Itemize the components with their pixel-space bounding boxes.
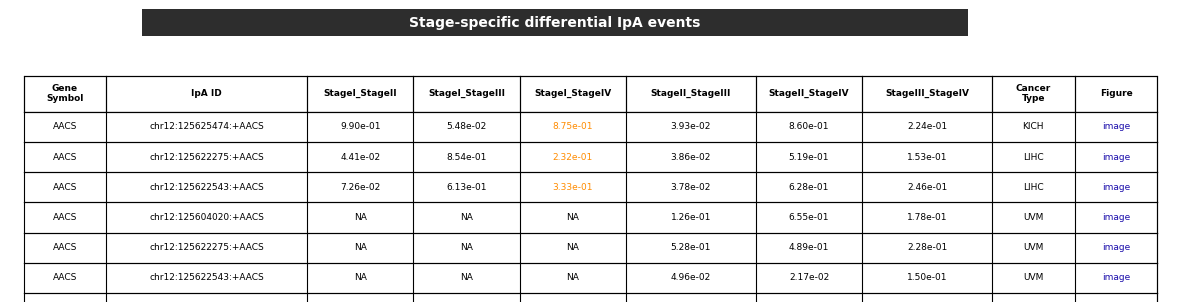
Text: 4.89e-01: 4.89e-01: [789, 243, 829, 252]
Text: 3.93e-02: 3.93e-02: [671, 122, 711, 131]
FancyBboxPatch shape: [24, 233, 1157, 263]
Text: 3.78e-02: 3.78e-02: [671, 183, 711, 192]
Text: 9.90e-01: 9.90e-01: [340, 122, 380, 131]
Text: NA: NA: [461, 243, 472, 252]
Text: chr12:125622275:+AACS: chr12:125622275:+AACS: [149, 153, 265, 162]
Text: AACS: AACS: [53, 213, 77, 222]
Text: 6.13e-01: 6.13e-01: [446, 183, 487, 192]
Text: 4.41e-02: 4.41e-02: [340, 153, 380, 162]
Text: IpA ID: IpA ID: [191, 89, 222, 98]
Text: NA: NA: [567, 273, 579, 282]
Text: KICH: KICH: [1023, 122, 1044, 131]
Text: image: image: [1102, 183, 1130, 192]
Text: 8.54e-01: 8.54e-01: [446, 153, 487, 162]
Text: Stage-specific differential IpA events: Stage-specific differential IpA events: [410, 16, 700, 30]
Text: 6.28e-01: 6.28e-01: [789, 183, 829, 192]
Text: StageI_StageII: StageI_StageII: [324, 89, 397, 98]
FancyBboxPatch shape: [24, 172, 1157, 202]
Text: LIHC: LIHC: [1023, 153, 1044, 162]
Text: AACS: AACS: [53, 183, 77, 192]
Text: 1.78e-01: 1.78e-01: [907, 213, 947, 222]
Text: AACS: AACS: [53, 243, 77, 252]
Text: StageII_StageIII: StageII_StageIII: [651, 89, 731, 98]
Text: chr12:125622543:+AACS: chr12:125622543:+AACS: [149, 273, 265, 282]
Text: NA: NA: [461, 213, 472, 222]
Text: image: image: [1102, 273, 1130, 282]
Text: AACS: AACS: [53, 122, 77, 131]
Text: 8.75e-01: 8.75e-01: [553, 122, 593, 131]
Text: 2.46e-01: 2.46e-01: [907, 183, 947, 192]
Text: AACS: AACS: [53, 153, 77, 162]
Text: 1.26e-01: 1.26e-01: [671, 213, 711, 222]
Text: 8.60e-01: 8.60e-01: [789, 122, 829, 131]
Text: 1.53e-01: 1.53e-01: [907, 153, 947, 162]
Text: StageI_StageIII: StageI_StageIII: [428, 89, 505, 98]
Text: 3.33e-01: 3.33e-01: [553, 183, 593, 192]
Text: 5.48e-02: 5.48e-02: [446, 122, 487, 131]
Text: 5.19e-01: 5.19e-01: [789, 153, 829, 162]
FancyBboxPatch shape: [24, 202, 1157, 233]
Text: Figure: Figure: [1100, 89, 1133, 98]
Text: UVM: UVM: [1023, 213, 1044, 222]
Text: chr12:125604020:+AACS: chr12:125604020:+AACS: [149, 213, 265, 222]
Text: chr12:125622543:+AACS: chr12:125622543:+AACS: [149, 183, 265, 192]
Text: AACS: AACS: [53, 273, 77, 282]
Text: NA: NA: [567, 213, 579, 222]
Text: UVM: UVM: [1023, 243, 1044, 252]
Text: 7.26e-02: 7.26e-02: [340, 183, 380, 192]
Text: NA: NA: [354, 213, 366, 222]
Text: StageI_StageIV: StageI_StageIV: [534, 89, 612, 98]
Text: LIHC: LIHC: [1023, 183, 1044, 192]
Text: 2.28e-01: 2.28e-01: [907, 243, 947, 252]
Text: 1.50e-01: 1.50e-01: [907, 273, 947, 282]
Text: NA: NA: [354, 243, 366, 252]
Text: 2.17e-02: 2.17e-02: [789, 273, 829, 282]
Text: 6.55e-01: 6.55e-01: [789, 213, 829, 222]
Text: image: image: [1102, 213, 1130, 222]
Text: chr12:125622275:+AACS: chr12:125622275:+AACS: [149, 243, 265, 252]
Text: StageII_StageIV: StageII_StageIV: [769, 89, 849, 98]
Text: image: image: [1102, 153, 1130, 162]
Text: StageIII_StageIV: StageIII_StageIV: [885, 89, 970, 98]
Text: 2.32e-01: 2.32e-01: [553, 153, 593, 162]
Text: Cancer
Type: Cancer Type: [1016, 84, 1051, 103]
Text: NA: NA: [354, 273, 366, 282]
Text: 3.86e-02: 3.86e-02: [671, 153, 711, 162]
Text: image: image: [1102, 122, 1130, 131]
Text: NA: NA: [567, 243, 579, 252]
FancyBboxPatch shape: [24, 142, 1157, 172]
Text: chr12:125625474:+AACS: chr12:125625474:+AACS: [149, 122, 265, 131]
Text: 4.96e-02: 4.96e-02: [671, 273, 711, 282]
FancyBboxPatch shape: [24, 112, 1157, 142]
FancyBboxPatch shape: [24, 293, 1157, 302]
Text: 2.24e-01: 2.24e-01: [907, 122, 947, 131]
Text: image: image: [1102, 243, 1130, 252]
FancyBboxPatch shape: [24, 263, 1157, 293]
Text: Gene
Symbol: Gene Symbol: [46, 84, 84, 103]
FancyBboxPatch shape: [24, 76, 1157, 112]
Text: NA: NA: [461, 273, 472, 282]
Text: UVM: UVM: [1023, 273, 1044, 282]
FancyBboxPatch shape: [142, 9, 968, 36]
Text: 5.28e-01: 5.28e-01: [671, 243, 711, 252]
